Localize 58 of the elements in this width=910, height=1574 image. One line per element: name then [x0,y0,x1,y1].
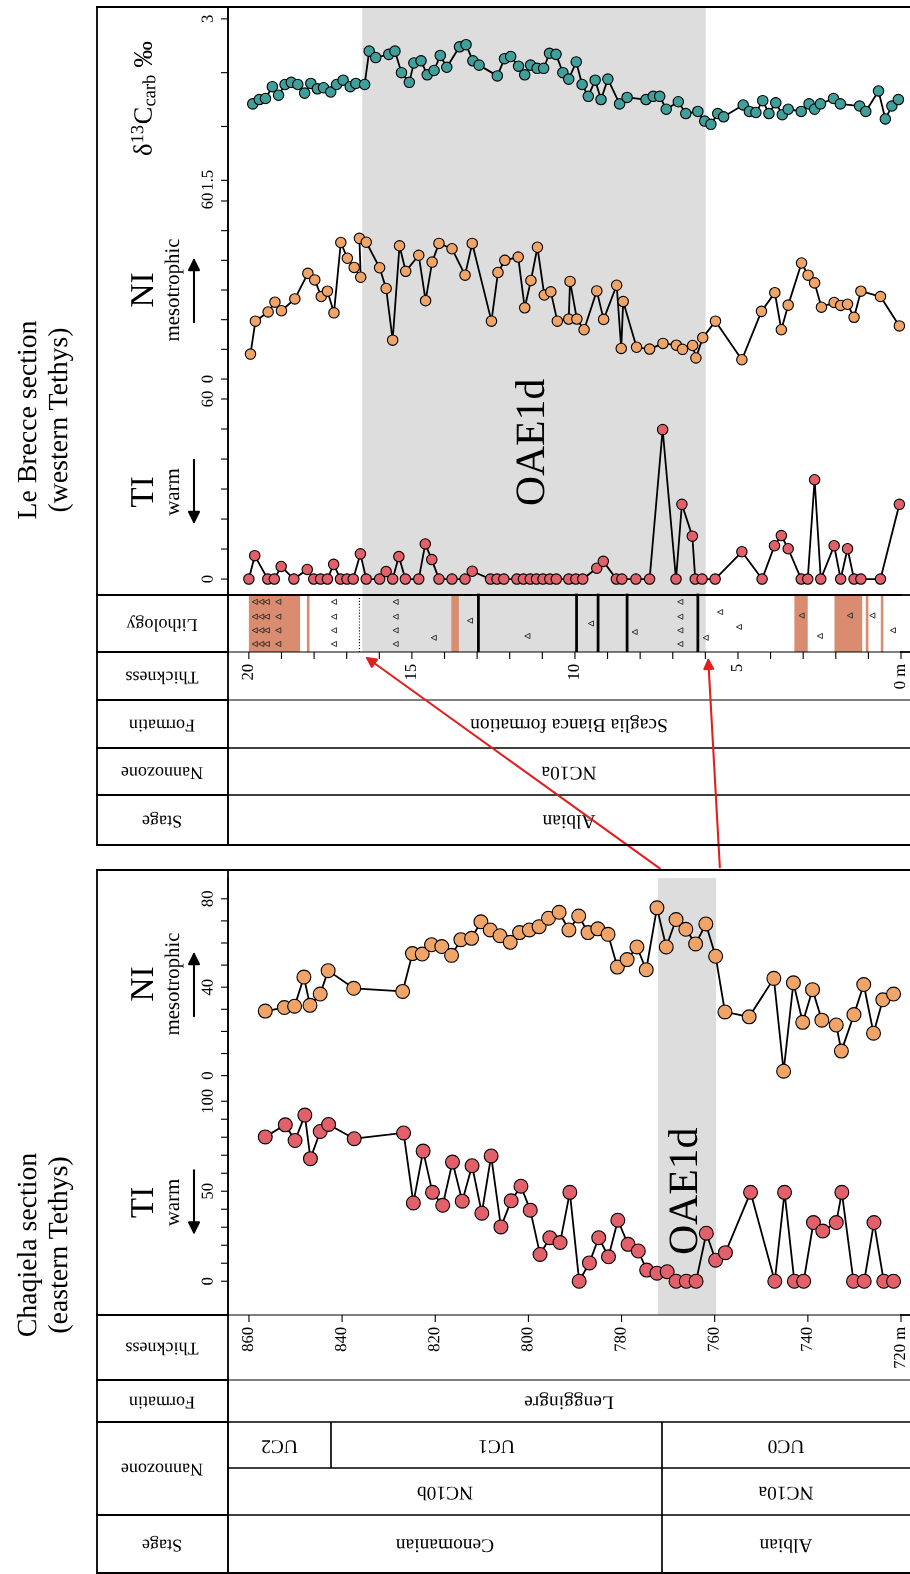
y-tick-label: 40 [201,979,213,996]
x-tick-label: 20 [241,664,254,680]
text: Lenggingre [524,1392,614,1410]
x-tick-label: 800 [521,1327,533,1352]
y-tick-label: 60 [201,391,213,407]
text: Cenomanian [396,1539,494,1553]
x-tick-label: 5 [731,664,743,672]
x-tick-label: 760 [707,1327,719,1351]
text: Le Brecce section (western Tethys) [17,320,74,519]
x-tick-label: 15 [404,664,417,680]
x-tick-label: 10 [567,664,580,680]
y-tick-label: 1.5 [201,170,213,190]
y-tick-label: 0 [201,375,213,383]
text: Stage [142,811,181,828]
text: NC10a [541,766,596,780]
text: Nannozone [121,1463,203,1476]
y-tick-label: 60 [201,193,213,209]
x-tick-label: 780 [614,1327,626,1351]
text: NC10b [417,1486,473,1501]
y-tick-label: 0 [201,575,213,583]
text: UC0 [768,1440,804,1454]
text: Chaqiela section (eastern Tethys) [16,1153,74,1337]
y-axis-title: NI [131,967,154,1001]
band-label: OAE1d [668,1128,698,1254]
x-tick-label: 720 m [893,1327,906,1368]
y-tick-label: 0 [201,1277,213,1285]
y-axis-title: δ$^{13}$C$_{carb}$ ‰ [130,41,156,156]
text: mesotrophic [164,239,184,342]
x-axis-title: Thickness [126,671,199,685]
y-tick-label: 0 [201,1072,213,1080]
text: warm [169,1179,180,1227]
y-axis-title: TI [131,1187,154,1218]
x-tick-label: 860 [241,1327,254,1352]
text: Albian [759,1539,813,1553]
text: UC1 [479,1440,515,1454]
text: Stage [142,1535,181,1552]
text: mesotrophic [164,933,184,1036]
x-axis-title: Thickness [126,1342,199,1356]
text: NC10a [758,1486,813,1500]
text: warm [169,468,180,516]
text: Scaglia Bianca formation [470,715,667,733]
y-tick-label: 50 [201,1183,213,1199]
text: Formatin [129,719,195,732]
y-axis-title: NI [131,273,154,307]
text: Nannozone [121,766,203,779]
y-axis-title: TI [131,477,154,508]
y-tick-label: 80 [201,891,213,907]
y-tick-label: 100 [201,1089,213,1113]
band-label: OAE1d [515,379,545,505]
text: UC2 [262,1440,298,1454]
text: Formatin [129,1396,195,1409]
y-tick-label: 3 [201,15,213,23]
x-tick-label: 840 [335,1327,347,1352]
x-tick-label: 740 [800,1327,813,1351]
x-tick-label: 820 [428,1327,440,1352]
x-tick-label: 0 m [893,664,906,689]
text: Albian [542,815,596,829]
text: Lithology [126,615,198,632]
